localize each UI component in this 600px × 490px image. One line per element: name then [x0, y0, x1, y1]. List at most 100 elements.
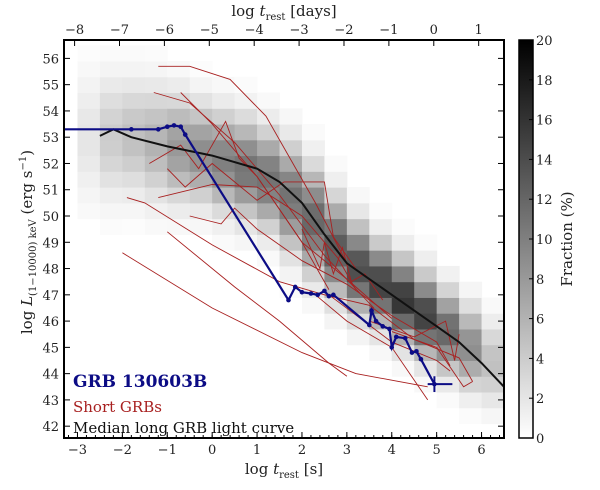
y-tick-label: 44: [42, 368, 59, 383]
heatmap-cell: [369, 328, 393, 346]
grb130603b-point: [380, 324, 386, 329]
heatmap-cell: [144, 218, 168, 235]
x-tick-label: 3: [343, 443, 351, 458]
heatmap-cell: [167, 76, 191, 94]
heatmap-cell: [189, 92, 213, 109]
heatmap-cell: [122, 108, 146, 125]
colorbar-tick-label: 12: [536, 193, 553, 208]
heatmap-cell: [144, 139, 168, 157]
short-grb-curve: [126, 197, 473, 382]
x2-tick-label: 1: [475, 23, 483, 38]
legend-short-grbs: Short GRBs: [73, 398, 162, 416]
heatmap-cell: [212, 76, 236, 94]
heatmap-cell: [414, 297, 438, 314]
grb130603b-point: [155, 127, 161, 132]
heatmap-cell: [279, 155, 303, 172]
heatmap-cell: [481, 328, 505, 346]
heatmap-cell: [257, 155, 281, 172]
x2-tick-label: −7: [110, 23, 129, 38]
heatmap-cell: [436, 297, 460, 314]
heatmap-cell: [99, 202, 123, 220]
heatmap-cell: [257, 139, 281, 157]
grb130603b-point: [414, 349, 419, 354]
y-tick-label: 50: [42, 210, 59, 225]
heatmap-cell: [391, 265, 415, 283]
heatmap-cell: [122, 92, 146, 109]
heatmap-cell: [77, 92, 101, 109]
x-tick-label: 2: [298, 443, 306, 458]
heatmap-cell: [122, 61, 146, 78]
heatmap-cell: [122, 202, 146, 220]
heatmap-cell: [301, 297, 325, 314]
heatmap-cell: [122, 76, 146, 94]
heatmap-cell: [257, 92, 281, 109]
heatmap-cell: [301, 281, 325, 298]
heatmap-cell: [77, 202, 101, 220]
heatmap-cell: [77, 139, 101, 157]
heatmap-cell: [459, 328, 483, 346]
grb130603b-point: [292, 284, 298, 290]
heatmap-cell: [77, 76, 101, 94]
heatmap-cell: [212, 108, 236, 125]
heatmap-cell: [234, 187, 258, 204]
heatmap-cell: [122, 218, 146, 235]
grb130603b-point: [164, 124, 170, 129]
colorbar-tick-label: 6: [536, 313, 544, 328]
heatmap-cell: [481, 344, 505, 362]
heatmap-cell: [234, 171, 258, 188]
axis-ticks: −3 −2 −1 0 1 2 3 4 5 6−8 −7 −6 −5 −4 −3 −2 −1 0 1424344454…: [42, 23, 504, 458]
heatmap-cell: [301, 124, 325, 141]
heatmap-cell: [77, 187, 101, 204]
heatmap-cell: [391, 250, 415, 267]
legend-median-long-grb: Median long GRB light curve: [73, 419, 294, 437]
heatmap-cell: [77, 45, 101, 62]
heatmap-cell: [391, 234, 415, 251]
heatmap-cell: [301, 202, 325, 220]
colorbar-tick-label: 20: [536, 34, 553, 49]
grb130603b-point: [322, 288, 327, 294]
heatmap-cell: [346, 187, 370, 204]
colorbar: 0 2 4 6 8 10 12 14 16 18 20: [518, 34, 553, 447]
heatmap-cell: [234, 202, 258, 220]
heatmap-cell: [436, 265, 460, 283]
heatmap-cell: [301, 155, 325, 172]
heatmap-cell: [324, 265, 348, 283]
heatmap-cell: [346, 313, 370, 330]
y-tick-label: 55: [42, 79, 59, 94]
colorbar-tick-label: 2: [536, 392, 544, 407]
heatmap-cell: [301, 250, 325, 267]
heatmap-cell: [212, 92, 236, 109]
heatmap-cell: [99, 61, 123, 78]
heatmap-cell: [189, 76, 213, 94]
x-tick-label: 1: [253, 443, 261, 458]
heatmap-cell: [99, 76, 123, 94]
y-tick-label: 54: [42, 105, 59, 120]
heatmap-cell: [77, 171, 101, 188]
heatmap-cell: [167, 108, 191, 125]
heatmap-cell: [301, 171, 325, 188]
heatmap-cell: [481, 392, 505, 409]
heatmap-cell: [257, 202, 281, 220]
heatmap-cell: [369, 250, 393, 267]
heatmap-cell: [122, 187, 146, 204]
x2-tick-label: −6: [155, 23, 174, 38]
heatmap-cell: [391, 360, 415, 377]
heatmap-cell: [99, 187, 123, 204]
heatmap-cell: [99, 108, 123, 125]
colorbar-tick-label: 0: [536, 432, 544, 447]
x-tick-label: 6: [477, 443, 485, 458]
heatmap-cell: [122, 155, 146, 172]
grb130603b-point: [418, 356, 424, 362]
heatmap-cell: [324, 187, 348, 204]
colorbar-label: Fraction (%): [558, 191, 576, 286]
heatmap-cell: [257, 124, 281, 141]
heatmap-cell: [167, 61, 191, 78]
heatmap-cell: [459, 376, 483, 393]
heatmap-cell: [99, 92, 123, 109]
x2-tick-label: −3: [289, 23, 308, 38]
colorbar-tick-label: 14: [536, 153, 553, 168]
colorbar-tick-label: 18: [536, 74, 553, 89]
short-grb-curve: [166, 162, 357, 269]
y-tick-label: 56: [42, 52, 59, 67]
